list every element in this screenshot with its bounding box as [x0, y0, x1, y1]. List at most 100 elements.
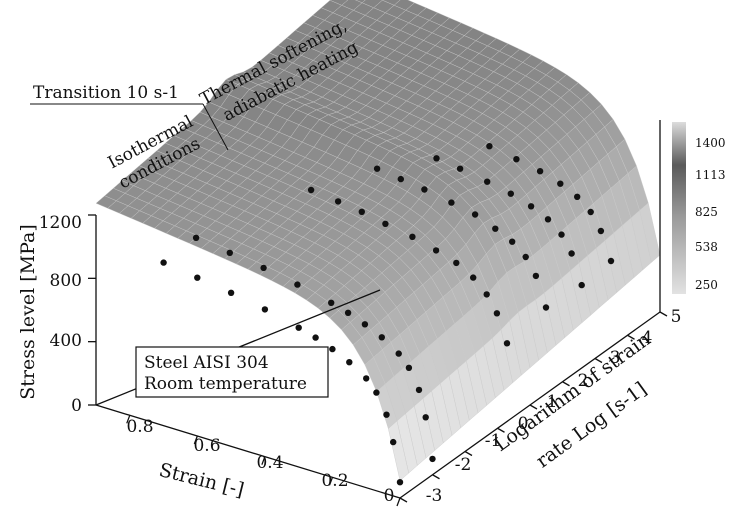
data-point — [578, 281, 585, 289]
material-info-box: Steel AISI 304 Room temperature — [135, 346, 329, 398]
colorbar-tick-label: 1400 — [695, 136, 726, 150]
data-point — [587, 208, 594, 216]
material-label: Steel AISI 304 — [144, 353, 269, 373]
data-point — [558, 231, 565, 238]
data-point — [513, 156, 520, 163]
colorbar-tick-label: 825 — [695, 205, 718, 219]
rate-tick-label: 4 — [642, 328, 653, 348]
data-point — [295, 324, 302, 331]
strain-tick-label: 0.6 — [193, 436, 220, 456]
tick-mark — [529, 404, 538, 410]
colorbar-gradient — [672, 122, 686, 294]
strain-tick-label: 0.4 — [256, 453, 283, 473]
data-point — [470, 274, 477, 281]
tick-mark — [396, 497, 401, 507]
data-point — [307, 186, 315, 194]
data-point — [484, 178, 491, 185]
tick-mark — [562, 381, 570, 387]
z-tick-label: 1200 — [39, 213, 82, 233]
data-point — [422, 414, 429, 421]
tick-mark — [328, 477, 334, 486]
z-tick-label: 0 — [71, 396, 82, 416]
data-point — [448, 199, 455, 206]
data-point — [383, 411, 390, 418]
data-point — [390, 438, 397, 446]
rate-tick-label: 1 — [547, 392, 558, 412]
z-tick-labels: 0 400 800 1200 — [39, 213, 82, 416]
data-point — [507, 190, 514, 197]
data-point — [396, 479, 404, 486]
data-point — [544, 216, 552, 223]
tick-mark — [464, 450, 473, 457]
data-points — [160, 143, 615, 486]
data-point — [409, 233, 416, 240]
data-point — [261, 306, 269, 313]
tick-mark — [399, 497, 408, 503]
data-point — [334, 198, 342, 205]
data-point — [492, 225, 499, 232]
data-point — [574, 193, 581, 200]
rate-tick-label: -2 — [455, 455, 472, 475]
data-point — [568, 250, 575, 257]
stress-surface — [95, 0, 661, 481]
colorbar: 1400 1113 825 538 250 — [672, 122, 726, 294]
material-box-frame — [135, 346, 329, 398]
surface-patch — [388, 420, 409, 481]
rate-tick-label: -3 — [426, 486, 443, 506]
data-point — [192, 234, 200, 241]
data-point — [405, 364, 413, 371]
transition-annotation: Transition 10 s-1 — [30, 83, 229, 151]
z-tick-label: 400 — [50, 331, 82, 351]
data-point — [536, 168, 544, 175]
data-point — [397, 175, 404, 183]
data-point — [486, 143, 493, 150]
tick-mark — [497, 427, 505, 433]
rate-tick-label: 5 — [671, 307, 682, 327]
data-point — [471, 211, 479, 218]
data-point — [294, 281, 301, 288]
rate-tick-label: 3 — [610, 348, 621, 368]
data-point — [395, 350, 402, 357]
data-point — [453, 259, 460, 267]
data-point — [503, 340, 511, 347]
tick-mark — [432, 474, 440, 480]
data-point — [363, 375, 370, 382]
data-point — [415, 386, 423, 394]
tick-mark — [193, 435, 198, 445]
data-point — [493, 310, 501, 317]
tick-mark — [627, 334, 635, 340]
data-point — [421, 186, 428, 193]
data-point — [329, 345, 336, 353]
data-point — [160, 259, 167, 266]
colorbar-tick-label: 1113 — [695, 168, 726, 182]
rate-tick-labels: -3 -2 -1 0 1 2 3 4 5 — [426, 307, 682, 506]
data-point — [373, 165, 381, 172]
data-point — [194, 274, 201, 281]
data-point — [532, 272, 540, 280]
z-tick-label: 800 — [50, 271, 82, 291]
data-point — [361, 321, 369, 328]
data-point — [226, 249, 233, 256]
rate-tick-label: 0 — [518, 414, 529, 434]
strain-tick-labels: 0.8 0.6 0.4 0.2 0 — [126, 417, 394, 506]
tick-marks — [88, 214, 668, 507]
data-point — [346, 359, 353, 366]
tick-mark — [261, 456, 266, 465]
data-point — [358, 208, 365, 215]
tick-mark — [126, 415, 131, 424]
data-point — [456, 165, 464, 172]
strain-tick-label: 0.8 — [126, 417, 153, 437]
data-point — [432, 247, 440, 254]
data-point — [260, 264, 267, 272]
data-point — [607, 257, 615, 265]
strain-tick-label: 0.2 — [321, 471, 348, 491]
data-point — [378, 334, 385, 341]
rate-tick-label: 2 — [578, 371, 589, 391]
transition-leader-drop — [202, 103, 229, 151]
strain-axis-title: Strain [-] — [157, 459, 246, 501]
temperature-label: Room temperature — [144, 374, 307, 394]
colorbar-tick-label: 538 — [695, 240, 718, 254]
data-point — [509, 238, 516, 245]
data-point — [312, 334, 319, 341]
